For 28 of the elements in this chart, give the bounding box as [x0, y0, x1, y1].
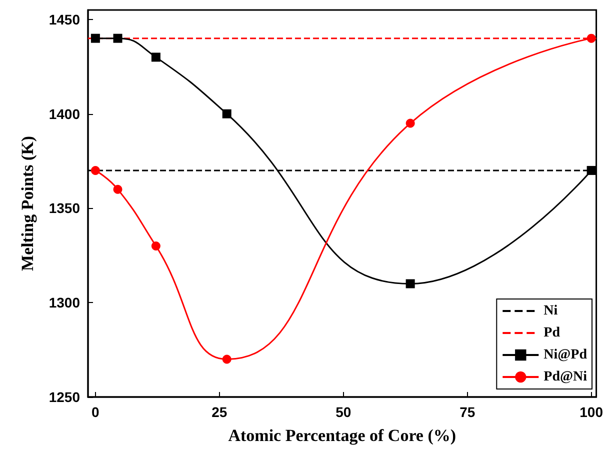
x-tick-label: 0: [92, 404, 100, 420]
legend-label: Pd: [544, 326, 560, 340]
point: [586, 34, 596, 43]
x-axis-title: Atomic Percentage of Core (%): [228, 426, 456, 445]
point: [406, 279, 415, 288]
point: [113, 34, 122, 43]
point: [151, 52, 160, 62]
x-tick-label: 75: [460, 404, 476, 420]
x-tick-label: 100: [580, 404, 604, 420]
y-tick-label: 1400: [48, 106, 80, 122]
legend-label: Ni@Pd: [544, 348, 588, 362]
x-tick-label: 50: [336, 404, 352, 420]
point: [90, 34, 100, 43]
y-tick-label: 1350: [48, 200, 80, 216]
point: [113, 184, 122, 194]
point: [222, 109, 232, 118]
y-tick-label: 1300: [48, 294, 80, 311]
point: [406, 118, 415, 128]
y-tick-label: 1250: [48, 389, 80, 405]
point: [151, 241, 160, 250]
point: [222, 354, 232, 364]
x-tick-label: 25: [212, 404, 228, 420]
point: [90, 166, 100, 175]
y-axis-title: Melting Points (K): [18, 136, 37, 272]
point: [586, 166, 596, 175]
y-tick-label: 1450: [48, 11, 80, 28]
legend-label: Pd@Ni: [544, 370, 588, 384]
legend-label: Ni: [544, 304, 558, 318]
